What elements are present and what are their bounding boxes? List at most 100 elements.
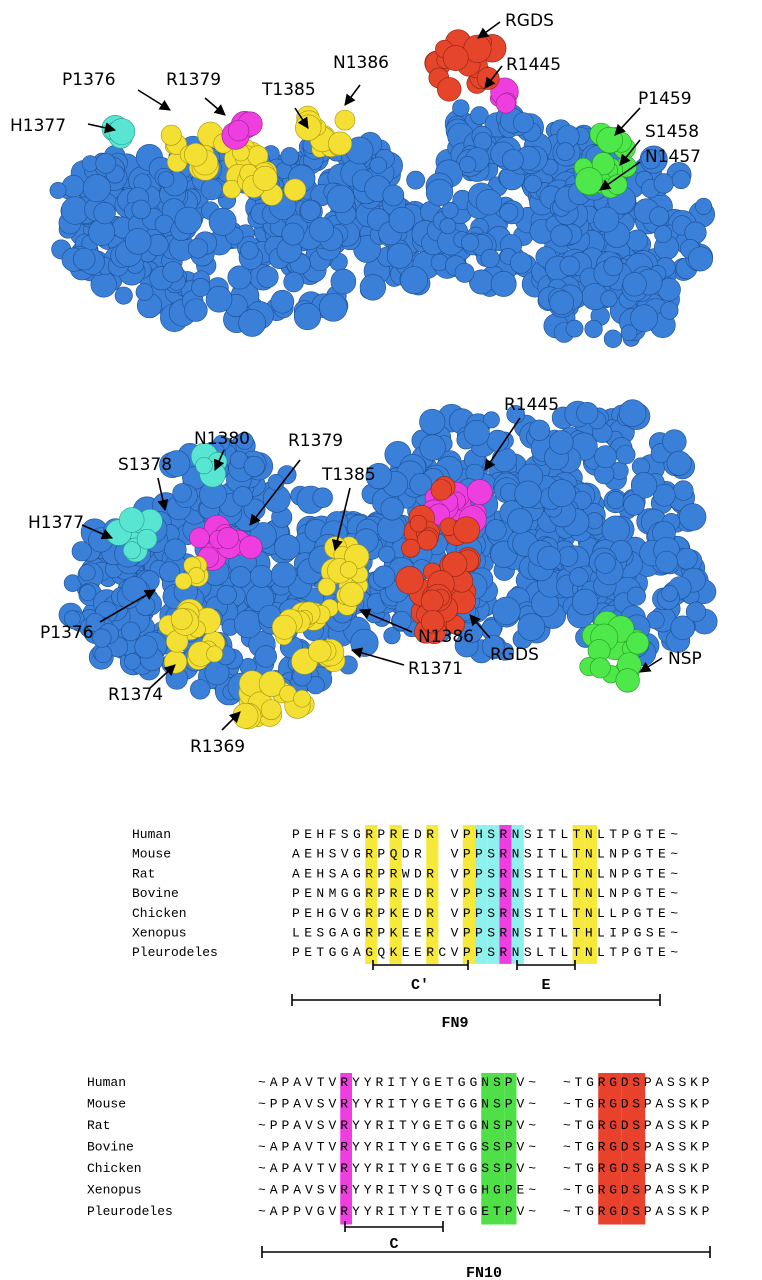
residue-label: N1457 [645,147,701,167]
highlight [493,1094,505,1117]
labels-bottom: R1445 N1380 R1379 S1378 T1385 H1377 P137… [28,395,702,757]
atom [92,628,112,648]
atom [470,106,489,125]
highlight [389,923,402,945]
atom [94,645,113,664]
highlight [365,943,378,964]
atom [206,645,223,663]
atom [267,474,285,491]
atom [232,486,253,507]
sequence: ~TGRGDSPASSKP [563,1183,713,1198]
arrow [484,417,521,471]
highlight [511,903,524,925]
atom [119,507,145,533]
atom [556,142,575,161]
atom [559,255,580,277]
residue-label: R1374 [108,685,163,705]
atom [365,462,392,490]
atom [419,434,446,461]
atom [122,541,141,560]
sequence: PETGGAGQKEERCVPPSRNSLTLTNLTPGTE~ [292,945,682,960]
sequence: ~TGRGDSPASSKP [563,1097,713,1112]
highlight [610,1116,622,1139]
atom [191,277,211,297]
arrow [204,97,226,116]
highlight [487,864,500,886]
atom [378,545,396,563]
atom [312,487,333,508]
highlight [462,903,475,925]
highlight [633,1137,646,1160]
sequence: ~TGRGDSPASSKP [563,1118,713,1133]
highlight [504,1094,517,1117]
atom [131,199,151,220]
arrow [249,459,301,526]
highlight [389,844,402,866]
highlight [572,943,585,964]
atom [71,541,92,562]
sequence: ~APAVSVRYYRITYSQTGGHGPE~ [258,1183,540,1198]
highlight [481,1159,493,1182]
residue-label: RGDS [505,11,554,31]
atom [308,217,335,243]
highlight [365,884,378,905]
highlight [504,1180,517,1203]
atom [589,657,611,679]
atom [419,408,446,435]
sequence: PEHGVGRPKEDR VPPSRNSITLTNLLPGTE~ [292,906,682,921]
residue-label: RGDS [490,645,539,665]
atom [227,120,250,142]
atom [594,552,616,574]
residue-label: H1377 [28,513,84,533]
atom [260,699,282,720]
domain-label: FN9 [441,1015,468,1032]
highlight [426,943,439,964]
highlight [584,844,597,866]
species: Chicken [87,1161,142,1176]
atom [517,613,546,641]
highlight [633,1159,646,1182]
highlight [340,1094,352,1117]
highlight [426,825,439,846]
sequence: ~TGRGDSPASSKP [563,1075,713,1090]
sequence: PEHFSGRPREDR VPHSRNSITLTNLTPGTE~ [292,827,682,842]
atom [121,576,148,603]
atom [82,174,111,203]
atom [306,676,325,695]
atom [184,298,208,322]
atom [63,610,81,627]
atom [502,149,524,171]
highlight [621,1073,634,1096]
atom [162,261,184,283]
species: Human [132,827,171,842]
atom [640,149,661,170]
atom [258,670,285,697]
arrow [221,711,241,731]
atom [603,329,623,348]
atom [386,242,413,269]
highlight [499,923,512,945]
atom [630,472,658,499]
atom [93,201,116,225]
highlight [426,844,439,866]
fn10-brackets: C FN10 [261,1221,711,1280]
highlight [610,1159,622,1182]
atom [441,201,459,219]
atom [649,206,670,227]
highlight [389,903,402,925]
atom [416,529,438,551]
atom [584,319,603,339]
highlight [340,1116,352,1139]
highlight [584,923,597,945]
species: Xenopus [87,1183,142,1198]
residue-label: R1371 [408,659,463,679]
highlight [610,1180,622,1203]
alignment-fn9: Human PEHFSGRPREDR VPHSRNSITLTNLTPGTE~ Mou… [132,825,682,964]
atom [163,450,191,477]
residue-label: P1376 [40,623,94,643]
highlight [481,1180,493,1203]
species: Chicken [132,906,187,921]
highlight [598,1180,610,1203]
atom [476,67,500,90]
arrow [358,608,413,633]
